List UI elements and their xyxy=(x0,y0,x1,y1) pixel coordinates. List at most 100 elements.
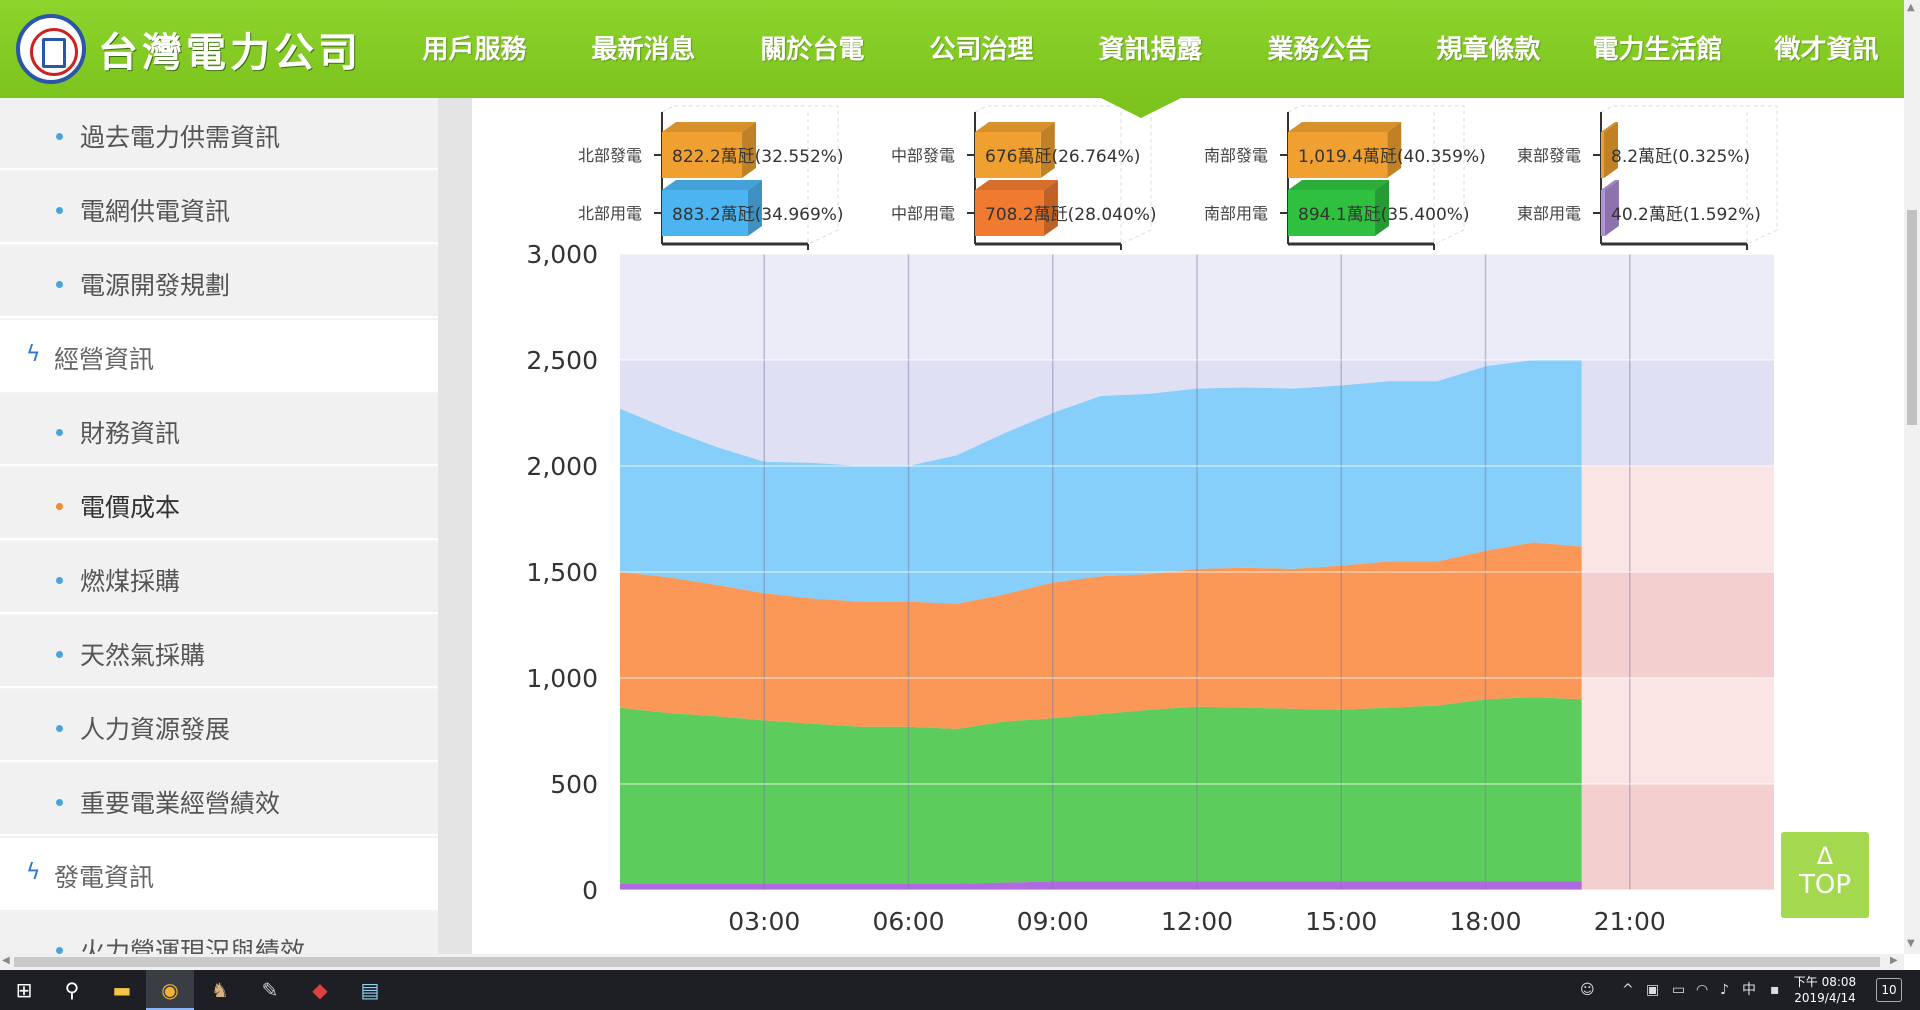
chart-y-tick-label: 1,500 xyxy=(526,558,598,587)
sidebar-divider xyxy=(438,98,472,954)
nav-item-governance[interactable]: 公司治理 xyxy=(929,35,1034,65)
nav-item-announcements[interactable]: 業務公告 xyxy=(1267,35,1372,65)
chart-y-tick-label: 2,500 xyxy=(526,346,598,375)
ime-indicator[interactable]: 中 xyxy=(1742,982,1756,998)
up-arrow-icon: Δ xyxy=(1816,842,1834,870)
file-explorer-icon[interactable]: ▬ xyxy=(112,978,132,1002)
bullet-icon xyxy=(56,651,63,658)
bullet-icon xyxy=(56,799,63,806)
region-bar xyxy=(1601,190,1605,236)
windows-taskbar: ⊞ ⚲ ▬ ◉ ♞ ✎ ◆ ▤ ☺ ^ ▣ ▭ ◠ ♪ 中 ▪ 下午 08:08… xyxy=(0,970,1920,1010)
chart-y-tick-label: 3,000 xyxy=(526,240,598,269)
nav-item-regulations[interactable]: 規章條款 xyxy=(1436,35,1541,65)
bullet-icon xyxy=(56,281,63,288)
region-category-label: 中部發電 xyxy=(891,146,955,165)
chart-band-forecast xyxy=(1581,678,1774,784)
sidebar-item-coal[interactable]: 燃煤採購 xyxy=(0,542,438,614)
security-icon[interactable]: ▣ xyxy=(1646,982,1660,998)
main-nav: 用戶服務 最新消息 關於台電 公司治理 資訊揭露 業務公告 規章條款 電力生活館… xyxy=(390,0,1911,98)
sidebar-item-finance[interactable]: 財務資訊 xyxy=(0,394,438,466)
vertical-scrollbar[interactable]: ▲ ▼ xyxy=(1904,0,1920,954)
region-bar-side xyxy=(742,122,757,178)
main-content: 0 1,500 北部發電 822.2萬瓩(32.552%) 北部用電 883.2萬瓩(34… xyxy=(472,98,1904,954)
paint-icon[interactable]: ✎ xyxy=(261,978,279,1002)
bullet-active-icon xyxy=(56,503,63,510)
sidebar-item-performance[interactable]: 重要電業經營績效 xyxy=(0,764,438,836)
wifi-icon[interactable]: ◠ xyxy=(1696,982,1709,998)
sidebar-item-power-development[interactable]: 電源開發規劃 xyxy=(0,246,438,318)
region-bar-side xyxy=(1604,180,1619,236)
sidebar-item-thermal[interactable]: 火力營運現況與績效 xyxy=(0,912,438,954)
notification-center-icon[interactable]: 10 xyxy=(1876,978,1902,1002)
back-to-top-button[interactable]: Δ TOP xyxy=(1781,832,1869,918)
chart-band-current xyxy=(620,254,1582,360)
region-bar-top xyxy=(1288,180,1390,190)
sidebar-item-past-supply[interactable]: 過去電力供需資訊 xyxy=(0,98,438,170)
horizontal-scroll-thumb[interactable] xyxy=(14,957,1880,967)
region-bar-top xyxy=(1601,180,1619,190)
stacked-area-series xyxy=(620,697,1582,884)
sidebar-item-grid-supply[interactable]: 電網供電資訊 xyxy=(0,172,438,244)
nav-item-careers[interactable]: 徵才資訊 xyxy=(1774,35,1879,65)
scroll-left-icon[interactable]: ◀ xyxy=(2,955,10,966)
lightning-icon: ϟ xyxy=(26,860,41,885)
app-icon[interactable]: ♞ xyxy=(211,978,229,1002)
region-bar-data-label: 8.2萬瓩(0.325%) xyxy=(1611,147,1750,167)
sidebar-item-label: 財務資訊 xyxy=(80,419,181,448)
sidebar-item-label: 人力資源發展 xyxy=(80,715,231,744)
region-bar-data-label: 40.2萬瓩(1.592%) xyxy=(1611,205,1761,225)
region-bar xyxy=(1601,132,1604,178)
bullet-icon xyxy=(56,133,63,140)
nav-item-about[interactable]: 關於台電 xyxy=(760,35,865,65)
vertical-scroll-thumb[interactable] xyxy=(1907,210,1917,425)
bullet-icon xyxy=(56,725,63,732)
battery-icon[interactable]: ▭ xyxy=(1672,982,1686,998)
region-bar-data-label: 894.1萬瓩(35.400%) xyxy=(1298,205,1470,225)
region-bar-top xyxy=(975,180,1058,190)
region-category-label: 北部發電 xyxy=(578,146,642,165)
sidebar-item-gas[interactable]: 天然氣採購 xyxy=(0,616,438,688)
chart-band-forecast xyxy=(1581,784,1774,890)
chrome-icon[interactable]: ◉ xyxy=(146,970,194,1010)
stacked-area-series xyxy=(620,542,1582,729)
notes-icon[interactable]: ▤ xyxy=(360,978,380,1002)
region-bar-side xyxy=(1040,122,1055,178)
nav-item-news[interactable]: 最新消息 xyxy=(591,35,696,65)
region-bar xyxy=(975,190,1044,236)
chevron-up-icon[interactable]: ^ xyxy=(1622,982,1634,998)
nav-item-disclosure[interactable]: 資訊揭露 xyxy=(1098,35,1203,65)
region-category-label: 北部用電 xyxy=(578,204,642,223)
region-bar-side xyxy=(1387,122,1402,178)
taskbar-clock[interactable]: 下午 08:08 2019/4/14 xyxy=(1790,974,1860,1006)
nav-item-power-life[interactable]: 電力生活館 xyxy=(1592,35,1723,65)
windows-start-icon[interactable]: ⊞ xyxy=(15,978,33,1002)
scroll-down-icon[interactable]: ▼ xyxy=(1907,938,1915,949)
sketchup-icon[interactable]: ◆ xyxy=(312,978,328,1002)
region-bar-side xyxy=(747,180,762,236)
region-category-label: 東部發電 xyxy=(1517,146,1581,165)
bullet-icon xyxy=(56,429,63,436)
top-label: TOP xyxy=(1798,870,1852,900)
taipower-logo[interactable]: 台灣電力公司 xyxy=(16,14,362,84)
scroll-up-icon[interactable]: ▲ xyxy=(1907,2,1915,13)
region-category-label: 東部用電 xyxy=(1517,204,1581,223)
sidebar-item-tariff-cost[interactable]: 電價成本 xyxy=(0,468,438,540)
power-charts: 0 1,500 北部發電 822.2萬瓩(32.552%) 北部用電 883.2萬瓩(34… xyxy=(526,105,1778,936)
scroll-right-icon[interactable]: ▶ xyxy=(1890,955,1898,966)
sidebar-section-generation[interactable]: ϟ 發電資訊 xyxy=(0,838,438,910)
chart-band-forecast xyxy=(1581,572,1774,678)
sidebar-section-business[interactable]: ϟ 經營資訊 xyxy=(0,320,438,392)
people-icon[interactable]: ☺ xyxy=(1580,982,1595,998)
bullet-icon xyxy=(56,947,63,954)
input-method-icon[interactable]: ▪ xyxy=(1770,982,1780,998)
horizontal-scrollbar[interactable]: ◀ ▶ xyxy=(0,954,1904,970)
region-bar xyxy=(1288,190,1376,236)
region-bar-side xyxy=(1604,122,1618,178)
logo-text: 台灣電力公司 xyxy=(98,29,362,76)
chart-x-tick-label: 18:00 xyxy=(1449,907,1521,936)
volume-icon[interactable]: ♪ xyxy=(1720,982,1729,998)
sidebar-section-label: 經營資訊 xyxy=(54,345,155,374)
nav-item-user-service[interactable]: 用戶服務 xyxy=(422,35,527,65)
sidebar-item-hr[interactable]: 人力資源發展 xyxy=(0,690,438,762)
search-icon[interactable]: ⚲ xyxy=(64,978,80,1002)
